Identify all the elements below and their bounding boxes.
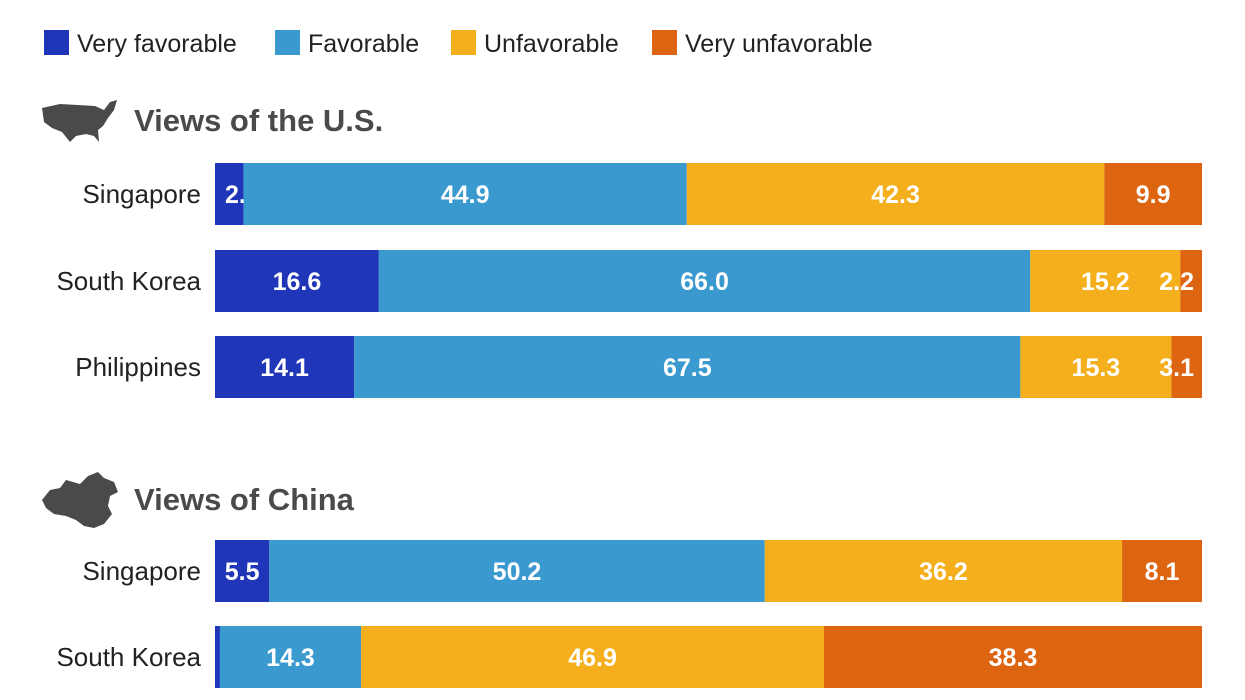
bar-row-south-korea: South Korea 16.6 66.0 15.2 2.2 (56, 250, 1202, 312)
china-map-icon (42, 472, 118, 528)
bar-segment-very-favorable (215, 163, 244, 225)
data-label: 67.5 (663, 354, 712, 382)
data-label: 14.3 (266, 644, 315, 672)
legend-swatch-very-unfavorable (652, 30, 677, 55)
bar-row-singapore: Singapore 5.5 50.2 36.2 8.1 (82, 540, 1202, 602)
bar-segment-favorable (243, 163, 687, 225)
bar-segment-favorable (219, 626, 362, 688)
bar-segment-very-favorable (215, 626, 220, 688)
category-label: Philippines (75, 352, 201, 382)
category-label: Singapore (82, 179, 201, 209)
data-label: 46.9 (568, 644, 617, 672)
category-label: South Korea (56, 266, 201, 296)
bar-segment-very-unfavorable (823, 626, 1202, 688)
data-label: 36.2 (919, 558, 968, 586)
legend-label-very-unfavorable: Very unfavorable (685, 30, 873, 58)
legend-swatch-very-favorable (44, 30, 69, 55)
bar-segment-very-unfavorable (1104, 163, 1202, 225)
bar-row-south-korea: South Korea0.514.346.938.3 (56, 626, 1202, 688)
usa-map-icon (42, 100, 117, 142)
legend-swatch-unfavorable (451, 30, 476, 55)
data-label: 14.1 (260, 354, 309, 382)
bar-row-philippines: Philippines 14.1 67.5 15.3 3.1 (75, 336, 1202, 398)
legend-label-very-favorable: Very favorable (77, 30, 237, 58)
bar-segment-very-unfavorable (1122, 540, 1202, 602)
bar-segment-unfavorable (686, 163, 1105, 225)
data-label: 38.3 (989, 644, 1038, 672)
bar-segment-very-unfavorable (1180, 250, 1202, 312)
data-label: 16.6 (273, 268, 322, 296)
data-label: 66.0 (680, 268, 729, 296)
bar-segment-favorable (378, 250, 1031, 312)
data-label: 44.9 (441, 181, 490, 209)
data-label: 42.3 (871, 181, 920, 209)
bar-segment-very-unfavorable (1171, 336, 1202, 398)
bar-segment-very-favorable (215, 540, 270, 602)
panel-title: Views of China (134, 482, 355, 517)
bar-segment-very-favorable (215, 336, 355, 398)
category-label: South Korea (56, 642, 201, 672)
data-label: 8.1 (1145, 558, 1180, 586)
category-label: Singapore (82, 556, 201, 586)
bar-row-singapore: Singapore 2.9 44.9 42.3 9.9 (82, 163, 1202, 225)
bar-segment-favorable (354, 336, 1021, 398)
data-label: 9.9 (1136, 181, 1171, 209)
bar-segment-unfavorable (361, 626, 824, 688)
data-label: 2.2 (1159, 268, 1194, 296)
bar-segment-unfavorable (1020, 336, 1172, 398)
data-label: 50.2 (493, 558, 542, 586)
data-label: 15.3 (1072, 354, 1121, 382)
bar-segment-favorable (269, 540, 765, 602)
data-label: 15.2 (1081, 268, 1130, 296)
panel-title: Views of the U.S. (134, 103, 383, 138)
legend-label-favorable: Favorable (308, 30, 419, 58)
bar-segment-unfavorable (1030, 250, 1181, 312)
data-label: 3.1 (1159, 354, 1194, 382)
bar-segment-very-favorable (215, 250, 379, 312)
bar-segment-unfavorable (764, 540, 1123, 602)
legend-label-unfavorable: Unfavorable (484, 30, 619, 58)
data-label: 5.5 (225, 558, 260, 586)
legend-swatch-favorable (275, 30, 300, 55)
